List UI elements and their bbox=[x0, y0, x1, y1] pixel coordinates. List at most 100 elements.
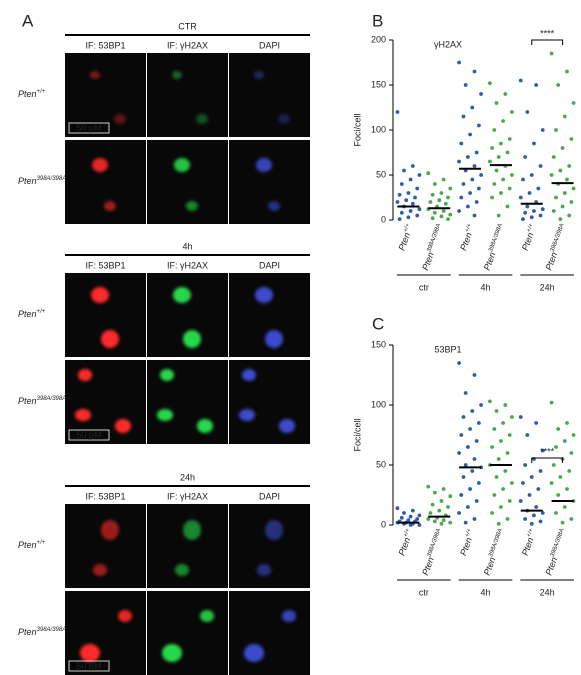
data-point bbox=[448, 494, 453, 499]
data-point bbox=[549, 173, 554, 177]
data-point bbox=[532, 141, 536, 146]
data-point bbox=[525, 433, 530, 437]
row-label-sup: +/+ bbox=[37, 309, 46, 315]
group-label: 24h bbox=[540, 587, 555, 597]
data-point bbox=[499, 141, 503, 146]
x-tick-label-sup: 398A/398A bbox=[426, 223, 442, 253]
data-point bbox=[439, 521, 444, 526]
data-point bbox=[472, 69, 477, 74]
x-tick-label-base: Pten bbox=[458, 536, 474, 557]
row-label-base: Pten bbox=[18, 176, 37, 186]
column-header: DAPI bbox=[259, 491, 280, 501]
data-point bbox=[534, 505, 539, 509]
data-point bbox=[525, 204, 530, 209]
data-point bbox=[538, 213, 543, 218]
nucleus bbox=[268, 201, 280, 211]
nucleus bbox=[78, 369, 92, 381]
x-tick-label-base: Pten bbox=[397, 231, 413, 252]
x-tick-label-base: Pten bbox=[520, 231, 536, 252]
data-point bbox=[510, 481, 514, 485]
data-point bbox=[399, 182, 404, 186]
data-point bbox=[457, 209, 461, 213]
data-point bbox=[426, 484, 431, 489]
micrograph bbox=[65, 504, 146, 588]
y-tick-label: 50 bbox=[376, 459, 386, 469]
x-tick-label-base: Pten bbox=[482, 556, 498, 577]
data-point bbox=[406, 518, 411, 523]
data-point bbox=[521, 177, 525, 182]
y-tick-label: 0 bbox=[381, 519, 386, 529]
x-tick-label-base: Pten bbox=[420, 251, 436, 272]
data-point bbox=[540, 448, 545, 453]
data-point bbox=[527, 493, 532, 497]
data-point bbox=[554, 511, 558, 515]
data-point bbox=[518, 499, 523, 503]
data-point bbox=[490, 195, 495, 200]
nucleus bbox=[157, 409, 173, 421]
data-point bbox=[468, 132, 472, 137]
data-point bbox=[470, 105, 475, 110]
row-label-base: Pten bbox=[18, 396, 37, 406]
x-tick-label-sup: +/+ bbox=[526, 222, 535, 233]
group-label: 4h bbox=[480, 587, 490, 597]
data-point bbox=[529, 521, 534, 526]
data-point bbox=[492, 182, 497, 186]
nucleus bbox=[239, 409, 255, 421]
y-axis-label: Foci/cell bbox=[352, 418, 362, 451]
micrograph bbox=[147, 504, 228, 588]
micrograph bbox=[229, 591, 310, 675]
micrograph bbox=[147, 360, 228, 444]
column-header: DAPI bbox=[259, 40, 280, 50]
scale-bar-label: 50 μM bbox=[76, 123, 101, 133]
data-point bbox=[505, 517, 510, 521]
nucleus bbox=[278, 114, 290, 124]
data-point bbox=[437, 508, 442, 513]
data-point bbox=[538, 469, 543, 473]
x-tick-label: Pten398A/398A bbox=[481, 528, 508, 577]
data-point bbox=[569, 451, 574, 455]
row-label: Pten398A/398A bbox=[18, 396, 66, 407]
column-header: IF: 53BP1 bbox=[85, 491, 125, 501]
data-point bbox=[549, 51, 554, 56]
data-point bbox=[494, 101, 499, 105]
block-title: 4h bbox=[182, 241, 192, 251]
row-label-base: Pten bbox=[18, 540, 37, 550]
data-point bbox=[479, 403, 483, 407]
data-point bbox=[523, 517, 528, 521]
nucleus bbox=[279, 419, 295, 433]
data-point bbox=[523, 155, 528, 159]
panel-label: C bbox=[372, 314, 384, 333]
data-point bbox=[562, 505, 567, 509]
data-point bbox=[510, 415, 514, 419]
data-point bbox=[439, 499, 444, 503]
data-point bbox=[558, 217, 563, 222]
data-point bbox=[413, 195, 417, 200]
y-tick-label: 150 bbox=[371, 79, 386, 89]
data-point bbox=[494, 168, 499, 173]
data-point bbox=[468, 487, 472, 491]
data-point bbox=[476, 481, 481, 485]
data-point bbox=[507, 433, 512, 437]
data-point bbox=[538, 164, 543, 168]
nucleus bbox=[244, 644, 264, 662]
nucleus bbox=[80, 644, 100, 662]
column-header: DAPI bbox=[259, 260, 280, 270]
scale-bar-label: 50 μM bbox=[76, 661, 101, 671]
nucleus bbox=[183, 330, 201, 348]
x-tick-label: Pten+/+ bbox=[458, 222, 478, 252]
row-label-base: Pten bbox=[18, 89, 37, 99]
x-tick-label-sup: +/+ bbox=[402, 222, 411, 233]
data-point bbox=[448, 212, 453, 217]
x-tick-label-sup: +/+ bbox=[464, 527, 473, 538]
nucleus bbox=[115, 419, 131, 433]
significance-bracket bbox=[531, 457, 564, 463]
nucleus bbox=[256, 158, 272, 172]
data-point bbox=[406, 215, 411, 220]
x-tick-label-base: Pten bbox=[544, 251, 560, 272]
data-point bbox=[505, 451, 510, 455]
data-point bbox=[448, 186, 453, 191]
data-point bbox=[415, 213, 420, 218]
data-point bbox=[510, 173, 514, 177]
data-point bbox=[490, 511, 495, 515]
x-tick-label: Pten398A/398A bbox=[543, 528, 570, 577]
